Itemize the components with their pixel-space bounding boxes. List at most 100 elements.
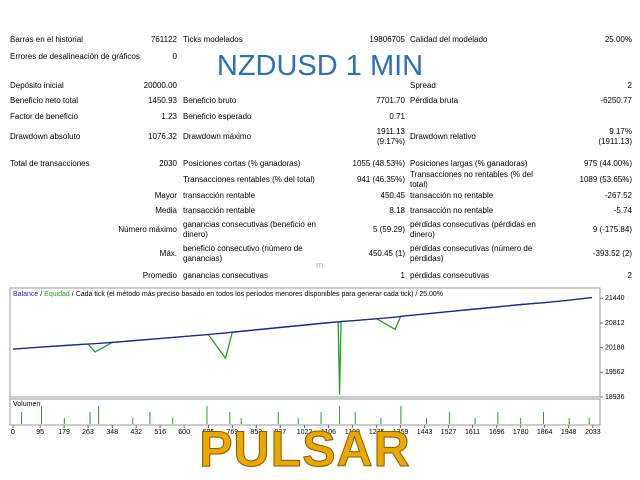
- table-cell: Total de transacciones: [10, 159, 90, 168]
- table-cell: Drawdown absoluto: [10, 132, 81, 141]
- table-cell: 761122: [150, 35, 177, 44]
- x-tick-label: 1527: [441, 429, 457, 436]
- table-cell: transacción rentable: [183, 191, 256, 200]
- table-cell: Posiciones cortas (% ganadoras): [183, 159, 301, 168]
- table-cell: Mayor: [154, 191, 177, 200]
- table-cell: 2: [627, 271, 632, 280]
- table-cell: Depósito inicial: [10, 81, 64, 90]
- volume-bar: [172, 418, 174, 424]
- table-cell: Drawdown relativo: [410, 132, 476, 141]
- x-tick-label: 685: [203, 429, 215, 436]
- table-cell: 9 (-175.84): [592, 225, 632, 234]
- volume-bar: [149, 412, 151, 424]
- table-cell: 7701.70: [376, 96, 405, 105]
- volume-bar: [277, 412, 279, 424]
- table-cell: Beneficio neto total: [10, 96, 79, 105]
- y-tick-label: 20188: [605, 344, 625, 351]
- volume-bar: [448, 412, 450, 424]
- table-cell: 8.18: [389, 206, 405, 215]
- table-cell: Ticks modelados: [183, 35, 243, 44]
- volume-bar: [206, 406, 208, 424]
- x-tick-label: 1359: [393, 429, 409, 436]
- volume-bar: [297, 418, 299, 424]
- volume-bar: [21, 412, 23, 424]
- watermark: m: [316, 260, 324, 270]
- table-cell: Spread: [410, 81, 436, 90]
- legend-quality: 25.00%: [419, 291, 443, 298]
- volume-label: Volumen: [13, 401, 40, 408]
- table-cell: 1055 (48.53%): [352, 159, 405, 168]
- table-cell: -5.74: [613, 206, 632, 215]
- x-tick-label: 516: [154, 429, 166, 436]
- table-cell: 25.00%: [604, 35, 632, 44]
- volume-bar: [520, 418, 522, 424]
- table-cell: -267.52: [604, 191, 632, 200]
- table-cell: Factor de beneficio: [10, 112, 79, 121]
- table-cell: 975 (44.00%): [583, 159, 632, 168]
- table-cell: pérdidas consecutivas (número de pérdida…: [410, 244, 533, 263]
- table-cell: 9.17% (1911.13): [598, 127, 632, 146]
- x-tick-label: 348: [106, 429, 118, 436]
- y-tick-label: 19562: [605, 369, 625, 376]
- volume-bar: [400, 406, 402, 424]
- table-cell: ganancias consecutivas: [183, 271, 268, 280]
- table-cell: Calidad del modelado: [410, 35, 488, 44]
- chart-frame: [9, 287, 601, 398]
- table-cell: pérdidas consecutivas: [410, 271, 490, 280]
- table-cell: Máx.: [159, 249, 177, 258]
- volume-bar: [497, 412, 499, 424]
- x-tick-label: 1275: [369, 429, 385, 436]
- table-cell: 450.45: [380, 191, 405, 200]
- volume-bar: [474, 418, 476, 424]
- table-cell: 19806705: [369, 35, 405, 44]
- table-cell: transacción no rentable: [410, 191, 494, 200]
- overlay-footer: PULSAR: [199, 421, 411, 478]
- legend-description: Cada tick (el método más preciso basado …: [76, 291, 414, 298]
- volume-bar: [354, 412, 356, 424]
- table-cell: 20000.00: [143, 81, 177, 90]
- table-cell: pérdidas consecutivas (pérdidas en diner…: [410, 220, 536, 239]
- table-cell: 0: [172, 52, 177, 61]
- volume-bar: [229, 412, 231, 424]
- x-tick-label: 95: [36, 429, 44, 436]
- table-cell: Posiciones largas (% ganadoras): [410, 159, 528, 168]
- x-tick-label: 2033: [585, 429, 601, 436]
- x-tick-label: 1611: [465, 429, 480, 436]
- table-cell: 1076.32: [148, 132, 177, 141]
- x-tick-label: 1190: [345, 429, 360, 436]
- overlay-title: NZDUSD 1 MIN: [216, 50, 424, 82]
- x-tick-label: 1948: [561, 429, 577, 436]
- table-cell: Beneficio bruto: [183, 96, 237, 105]
- y-tick-label: 20812: [605, 320, 625, 327]
- x-tick-label: 1696: [489, 429, 505, 436]
- table-cell: Errores de desalineación de gráficos: [10, 52, 140, 61]
- legend: Balance / Equidad / Cada tick (el método…: [13, 291, 443, 298]
- table-cell: Transacciones no rentables (% del total): [410, 170, 533, 189]
- table-cell: 1089 (53.65%): [579, 175, 632, 184]
- volume-bar: [543, 412, 545, 424]
- table-cell: 0.71: [389, 112, 405, 121]
- volume-bar: [63, 418, 65, 424]
- table-cell: 1450.93: [148, 96, 177, 105]
- volume-bar: [568, 418, 570, 424]
- volume-bar: [41, 406, 43, 424]
- y-tick-label: 21440: [605, 295, 625, 302]
- x-tick-label: 1443: [417, 429, 433, 436]
- table-cell: 1: [400, 271, 405, 280]
- table-cell: Drawdown máximo: [183, 132, 252, 141]
- volume-frame: [9, 398, 601, 426]
- x-tick-label: 769: [226, 429, 238, 436]
- table-cell: 1911.13 (9.17%): [376, 127, 405, 146]
- table-cell: -393.52 (2): [592, 249, 632, 258]
- x-tick-label: 1022: [297, 429, 313, 436]
- table-cell: ganancias consecutivas (beneficio en din…: [183, 220, 316, 239]
- series-line: [12, 296, 593, 350]
- x-tick-label: 432: [130, 429, 142, 436]
- volume-bar: [132, 418, 134, 424]
- table-cell: -6250.77: [600, 96, 632, 105]
- x-tick-label: 263: [82, 429, 94, 436]
- volume-bar: [588, 418, 590, 424]
- y-tick-label: 18936: [605, 394, 625, 401]
- volume-bar: [380, 418, 382, 424]
